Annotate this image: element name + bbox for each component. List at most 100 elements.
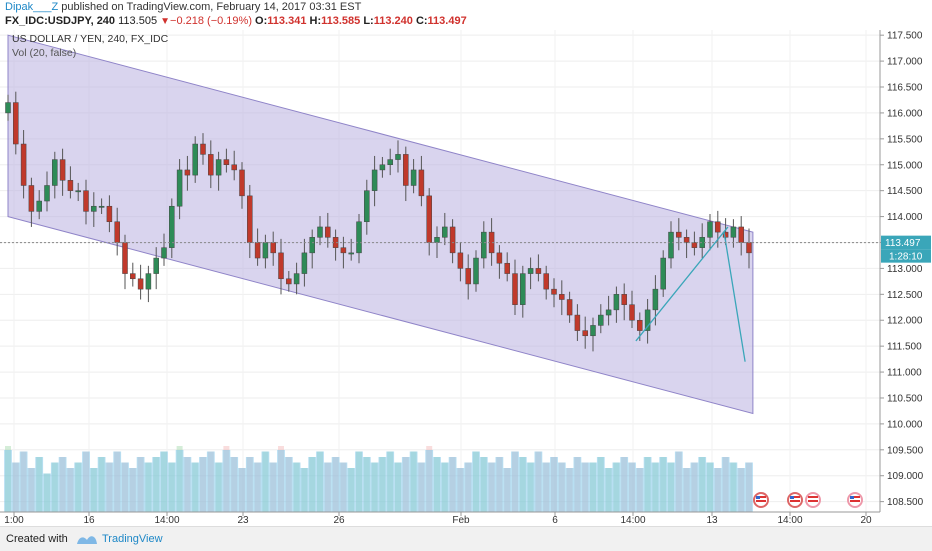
candle-up — [481, 231, 487, 259]
volume-average-bar — [589, 462, 597, 512]
trendline[interactable] — [635, 226, 729, 342]
candle-down — [200, 143, 206, 155]
candle-down — [254, 242, 261, 259]
candle-up — [371, 169, 378, 191]
volume-average-bar — [175, 450, 184, 512]
candle-down — [738, 226, 744, 243]
volume-average-bar — [160, 451, 168, 512]
volume-average-bar — [50, 462, 59, 512]
candle-up — [434, 237, 440, 243]
candle-down — [426, 195, 432, 243]
candle-down — [574, 314, 581, 331]
candle-up — [5, 102, 11, 114]
candle-down — [559, 294, 565, 300]
candle-up — [215, 159, 222, 176]
volume-average-bar — [386, 451, 395, 512]
candle-up — [395, 154, 401, 160]
volume-average-bar — [323, 462, 332, 512]
candle-up — [153, 257, 159, 274]
volume-average-bar — [620, 457, 629, 512]
price-tick-label: 113.000 — [887, 264, 923, 275]
candle-up — [730, 226, 737, 238]
volume-average-bar — [737, 468, 746, 512]
volume-average-bar — [300, 468, 309, 512]
volume-average-bar — [4, 450, 12, 512]
candle-down — [137, 278, 144, 290]
candle-down — [83, 190, 89, 212]
candle-up — [644, 309, 651, 331]
volume-average-bar — [261, 451, 270, 512]
high-label: H: — [309, 15, 322, 27]
last-price-tag: 113.497 — [885, 238, 921, 249]
volume-average-bar — [277, 450, 285, 512]
candle-down — [114, 221, 120, 243]
candle-down — [28, 185, 35, 212]
candle-up — [387, 159, 393, 166]
us-flag-icon[interactable] — [753, 492, 769, 508]
volume-average-bar — [370, 462, 379, 512]
candle-up — [707, 221, 713, 238]
volume-average-bar — [628, 462, 636, 512]
volume-average-bar — [105, 462, 114, 512]
time-tick-label: Feb — [452, 515, 470, 526]
candle-down — [676, 231, 682, 238]
price-tick-label: 114.500 — [887, 186, 923, 197]
tradingview-link[interactable]: TradingView — [102, 533, 163, 545]
volume-average-bar — [479, 457, 488, 512]
volume-average-bar — [448, 457, 457, 512]
volume-average-bar — [706, 462, 714, 512]
projection-line[interactable] — [723, 232, 746, 362]
volume-average-bar — [729, 462, 738, 512]
candle-up — [364, 190, 370, 223]
candle-down — [746, 242, 752, 254]
us-flag-icon[interactable] — [847, 492, 863, 508]
price-tick-label: 111.000 — [887, 368, 922, 379]
publish-info: Dipak___Z published on TradingView.com, … — [5, 1, 361, 13]
candle-down — [637, 319, 643, 331]
candle-down — [543, 273, 549, 290]
candle-down — [566, 299, 573, 316]
price-tick-label: 116.500 — [887, 83, 923, 94]
us-flag-icon[interactable] — [787, 492, 803, 508]
chart-title: US DOLLAR / YEN, 240, FX_IDC — [12, 33, 169, 45]
candle-down — [535, 268, 542, 274]
candle-up — [356, 221, 362, 254]
volume-average-bar — [316, 451, 324, 512]
candle-up — [348, 252, 354, 255]
candle-up — [379, 164, 386, 171]
time-tick-label: 14:00 — [620, 515, 645, 526]
volume-average-bar — [487, 462, 496, 512]
candle-up — [317, 226, 323, 238]
volume-average-bar — [495, 457, 504, 512]
volume-average-bar — [97, 457, 106, 512]
low-value: 113.240 — [373, 15, 413, 27]
volume-average-bar — [565, 468, 574, 512]
volume-average-bar — [206, 451, 215, 512]
price-channel[interactable] — [7, 34, 754, 415]
candle-up — [75, 190, 81, 193]
volume-average-bar — [542, 462, 551, 512]
candle-up — [652, 288, 659, 311]
volume-average-bar — [550, 457, 558, 512]
volume-average-bar — [472, 451, 480, 512]
tradingview-logo-icon[interactable] — [76, 532, 98, 546]
candle-up — [52, 159, 58, 186]
candle-down — [20, 143, 27, 186]
candle-down — [621, 294, 627, 305]
volume-average-bar — [214, 462, 223, 512]
candle-up — [520, 273, 526, 305]
volume-average-bar — [238, 468, 246, 512]
time-tick-label: 16 — [83, 515, 95, 526]
us-flag-icon[interactable] — [805, 492, 821, 508]
symbol-label: FX_IDC:USDJPY, 240 — [5, 15, 116, 27]
time-tick-label: 26 — [333, 515, 345, 526]
volume-average-bar — [526, 462, 535, 512]
volume-average-bar — [635, 468, 644, 512]
volume-average-bar — [222, 450, 231, 512]
volume-average-bar — [284, 457, 293, 512]
down-triangle-icon: ▼ — [160, 16, 171, 27]
price-chart[interactable]: US DOLLAR / YEN, 240, FX_IDC Vol (20, fa… — [0, 30, 932, 526]
candle-down — [582, 330, 588, 337]
author-link[interactable]: Dipak___Z — [5, 1, 59, 13]
price-tick-label: 112.500 — [887, 290, 923, 301]
